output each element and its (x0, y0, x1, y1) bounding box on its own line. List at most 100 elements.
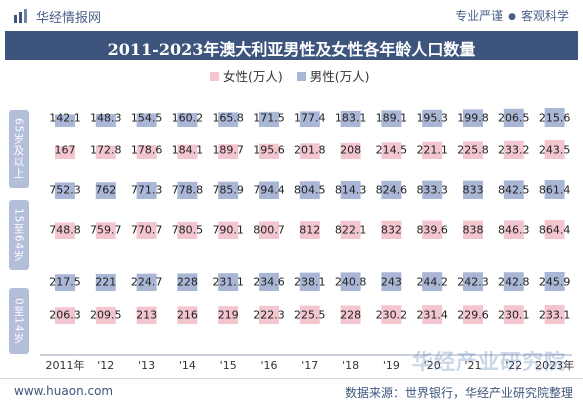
bar-male-2-7 (340, 181, 361, 199)
x-tick-label-12: 2023年 (535, 358, 574, 372)
bar-male-4-2 (136, 273, 157, 291)
data-label-4-6: 238.1 (294, 276, 326, 289)
footer: www.huaon.com 数据来源：世界银行，华经产业研究院整理 (0, 378, 583, 406)
x-tick-label-0: 2011年 (46, 358, 85, 372)
bar-male-4-1 (95, 273, 116, 291)
legend-item-female[interactable]: 女性(万人) (210, 66, 283, 85)
data-label-0-1: 148.3 (90, 112, 122, 125)
data-label-0-3: 160.2 (172, 112, 204, 125)
group-label-15-64: 15至64岁 (9, 200, 29, 270)
footer-url[interactable]: www.huaon.com (14, 384, 114, 398)
data-label-3-0: 748.8 (49, 224, 81, 237)
data-label-1-4: 189.7 (212, 144, 244, 157)
brand-name[interactable]: 华经情报网 (36, 11, 102, 26)
x-tick-label-4: '15 (220, 359, 237, 372)
data-label-5-9: 231.4 (416, 309, 448, 322)
bar-female-1-2 (136, 145, 157, 159)
data-label-3-5: 800.7 (253, 224, 285, 237)
bar-female-5-3 (177, 306, 198, 324)
bar-female-5-5 (259, 305, 279, 324)
legend-item-male[interactable]: 男性(万人) (296, 66, 370, 85)
bar-male-2-2 (136, 181, 157, 199)
data-label-2-4: 785.9 (212, 184, 244, 197)
data-label-1-1: 172.8 (90, 144, 122, 157)
bar-female-3-9 (422, 220, 443, 239)
tagline-right: 客观科学 (520, 9, 569, 23)
x-tick-label-5: '16 (260, 359, 277, 372)
data-label-0-8: 189.1 (376, 112, 408, 125)
data-label-0-2: 154.5 (131, 112, 163, 125)
title-bar: 2011-2023年澳大利亚男性及女性各年龄人口数量 (5, 31, 578, 60)
data-label-1-6: 201.8 (294, 144, 326, 157)
x-tick-label-6: '17 (301, 359, 318, 372)
data-label-0-7: 183.1 (335, 112, 367, 125)
x-tick-label-8: '19 (383, 359, 400, 372)
bar-female-3-11 (503, 220, 524, 239)
data-label-0-10: 199.8 (457, 112, 489, 125)
x-tick-label-9: '20 (424, 359, 441, 372)
data-label-3-11: 846.3 (498, 224, 530, 237)
bar-female-3-7 (340, 220, 361, 239)
data-label-4-4: 231.1 (212, 276, 244, 289)
data-label-5-11: 230.1 (498, 309, 530, 322)
data-label-3-8: 832 (381, 224, 402, 237)
bar-female-1-1 (95, 145, 116, 159)
bar-female-1-12 (544, 140, 565, 159)
bar-male-0-1 (95, 113, 116, 127)
bar-male-2-4 (218, 181, 239, 199)
bar-male-2-9 (422, 180, 443, 199)
bar-male-0-2 (136, 113, 157, 127)
data-label-1-5: 195.6 (253, 144, 285, 157)
group-label-0-14: 0至14岁 (9, 288, 29, 354)
data-label-2-9: 833.3 (416, 184, 448, 197)
bar-male-4-4 (218, 273, 239, 291)
data-label-0-4: 165.8 (212, 112, 244, 125)
x-tick-label-10: '21 (464, 359, 481, 372)
data-label-1-2: 178.6 (131, 144, 163, 157)
data-label-3-2: 770.7 (131, 224, 163, 237)
data-label-1-11: 233.2 (498, 144, 530, 157)
bar-female-3-3 (177, 221, 198, 239)
chart-legend: 女性(万人) 男性(万人) (210, 66, 380, 85)
bar-female-5-12 (544, 305, 565, 324)
data-label-5-10: 229.6 (457, 309, 489, 322)
data-label-4-9: 244.2 (416, 276, 448, 289)
bar-male-4-6 (299, 272, 320, 291)
bar-female-5-7 (340, 305, 361, 324)
data-label-5-8: 230.2 (376, 309, 408, 322)
bar-male-4-8 (381, 272, 402, 291)
data-label-3-7: 822.1 (335, 224, 367, 237)
bar-male-4-0 (55, 274, 75, 291)
bar-male-2-6 (299, 181, 320, 199)
data-label-2-12: 861.4 (539, 184, 571, 197)
data-label-3-9: 839.6 (416, 224, 448, 237)
data-label-4-1: 221 (95, 276, 116, 289)
chart-title: 2011-2023年澳大利亚男性及女性各年龄人口数量 (107, 40, 476, 59)
data-label-2-7: 814.3 (335, 184, 367, 197)
bar-male-4-3 (177, 273, 198, 291)
group-label-15-64-text: 15至64岁 (12, 208, 25, 262)
legend-label-male: 男性(万人) (309, 69, 370, 84)
data-label-5-12: 233.1 (539, 309, 571, 322)
data-label-1-10: 225.8 (457, 144, 489, 157)
data-label-1-3: 184.1 (172, 144, 204, 157)
bar-male-4-7 (340, 272, 361, 291)
bar-male-0-10 (463, 109, 483, 127)
data-label-5-2: 213 (136, 309, 157, 322)
bar-female-1-3 (177, 144, 198, 159)
bar-female-3-6 (299, 221, 320, 239)
legend-label-female: 女性(万人) (223, 69, 283, 84)
data-label-2-10: 833 (463, 184, 484, 197)
legend-swatch-female (210, 72, 219, 81)
watermark: 华经产业研究院 (412, 350, 566, 374)
bar-male-0-8 (381, 110, 402, 127)
tagline-left: 专业严谨 (455, 9, 504, 23)
bar-male-0-7 (340, 110, 361, 127)
x-tick-label-7: '18 (342, 359, 359, 372)
bar-male-0-6 (299, 111, 320, 127)
bar-female-1-8 (381, 142, 402, 159)
bar-male-0-3 (177, 112, 198, 127)
data-label-4-11: 242.8 (498, 276, 530, 289)
data-label-3-6: 812 (299, 224, 320, 237)
